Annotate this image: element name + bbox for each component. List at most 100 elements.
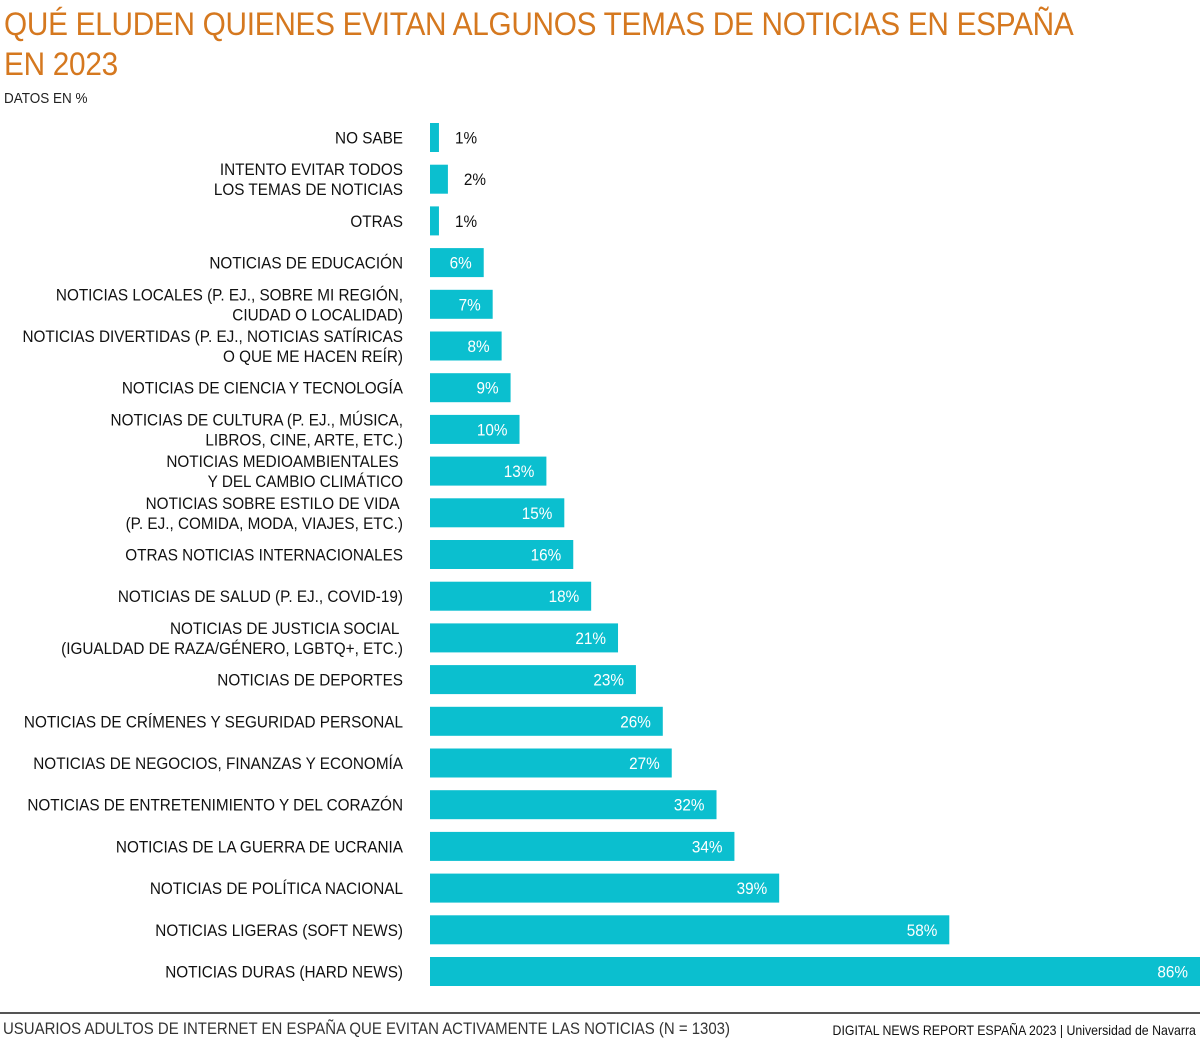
bar [430,373,511,403]
category-label-line: NOTICIAS DE DEPORTES [217,671,403,690]
category-label-line: NOTICIAS DIVERTIDAS (P. EJ., NOTICIAS SA… [23,326,404,346]
bar-group: NOTICIAS DIVERTIDAS (P. EJ., NOTICIAS SA… [23,326,502,366]
bar-group: NOTICIAS LOCALES (P. EJ., SOBRE MI REGIÓ… [56,285,493,325]
category-label-line: NOTICIAS DE EDUCACIÓN [209,253,403,273]
value-label: 7% [459,296,481,315]
category-label-line: NOTICIAS DE NEGOCIOS, FINANZAS Y ECONOMÍ… [33,753,403,773]
category-label: NOTICIAS DIVERTIDAS (P. EJ., NOTICIAS SA… [23,326,404,366]
bar-group: NOTICIAS DE LA GUERRA DE UCRANIA 34% [116,831,735,861]
bar-group: NOTICIAS DE NEGOCIOS, FINANZAS Y ECONOMÍ… [33,748,672,778]
category-label-line: NOTICIAS DE LA GUERRA DE UCRANIA [116,838,403,857]
footer-source: DIGITAL NEWS REPORT ESPAÑA 2023 | Univer… [832,1022,1196,1038]
category-label-line: (IGUALDAD DE RAZA/GÉNERO, LGBTQ+, ETC.) [61,638,403,658]
value-label: 15% [522,504,553,523]
bar [430,540,574,569]
category-label-line: NOTICIAS MEDIOAMBIENTALES [166,452,403,471]
chart-title: QUÉ ELUDEN QUIENES EVITAN ALGUNOS TEMAS … [4,6,1072,82]
category-label-line: INTENTO EVITAR TODOS [220,160,403,179]
bar-group: NOTICIAS DE POLÍTICA NACIONAL 39% [150,873,780,903]
category-label: NOTICIAS LOCALES (P. EJ., SOBRE MI REGIÓ… [56,285,403,325]
category-label: NOTICIAS DE CIENCIA Y TECNOLOGÍA [122,378,403,398]
bar [430,831,735,861]
bar-chart: NO SABE 1% INTENTO EVITAR TODOS LOS TEMAS D… [23,123,1200,986]
category-label-line: NOTICIAS DURAS (HARD NEWS) [165,963,403,982]
bar-group: NOTICIAS DE JUSTICIA SOCIAL (IGUALDAD DE… [61,619,619,658]
category-label-line: NOTICIAS SOBRE ESTILO DE VIDA [146,494,403,513]
value-label: 10% [477,421,508,440]
value-label: 58% [907,921,938,940]
value-label: 23% [593,671,624,690]
category-label: NOTICIAS DURAS (HARD NEWS) [165,963,403,982]
category-label-line: NOTICIAS DE JUSTICIA SOCIAL [170,619,403,638]
value-label: 16% [531,546,562,565]
category-label: NOTICIAS DE POLÍTICA NACIONAL [150,878,403,898]
category-label: NOTICIAS DE EDUCACIÓN [209,253,403,273]
bar [430,164,448,194]
bar-group: OTRAS NOTICIAS INTERNACIONALES 16% [125,540,574,569]
bar-group: NOTICIAS DE CULTURA (P. EJ., MÚSICA, LIBR… [111,410,520,450]
value-label: 34% [692,838,723,857]
category-label: INTENTO EVITAR TODOS LOS TEMAS DE NOTICIA… [214,160,403,199]
category-label: NOTICIAS DE CULTURA (P. EJ., MÚSICA, LIBR… [111,410,403,450]
category-label-line: Y DEL CAMBIO CLIMÁTICO [208,471,403,491]
bar-group: NOTICIAS DURAS (HARD NEWS) 86% [165,957,1200,986]
value-label: 18% [549,587,580,606]
category-label: NOTICIAS DE LA GUERRA DE UCRANIA [116,838,403,857]
bar [430,581,592,611]
bar-group: NOTICIAS DE SALUD (P. EJ., COVID-19) 18% [118,581,592,611]
bar [430,915,950,945]
bar [430,206,439,236]
category-label: NOTICIAS DE NEGOCIOS, FINANZAS Y ECONOMÍ… [33,753,403,773]
bar-group: NOTICIAS DE CRÍMENES Y SEGURIDAD PERSONA… [24,706,663,736]
bar [430,873,780,903]
bar-group: NOTICIAS DE EDUCACIÓN 6% [209,248,484,278]
category-label-line: NOTICIAS DE CRÍMENES Y SEGURIDAD PERSONA… [24,712,403,732]
bar-group: NOTICIAS DE CIENCIA Y TECNOLOGÍA 9% [122,373,511,403]
value-label: 26% [620,713,651,732]
bar-group: OTRAS 1% [350,206,477,236]
category-label: NOTICIAS DE JUSTICIA SOCIAL (IGUALDAD DE… [61,619,403,658]
bar [430,414,520,444]
bar-group: NOTICIAS SOBRE ESTILO DE VIDA (P. EJ., C… [126,494,565,533]
value-label: 2% [464,170,486,189]
bar [430,790,717,820]
bar [430,456,547,486]
category-label-line: NOTICIAS DE CULTURA (P. EJ., MÚSICA, [111,410,403,430]
footer-divider [0,1012,1200,1014]
value-label: 27% [629,754,660,773]
value-label: 8% [468,337,490,356]
value-label: 9% [476,379,498,398]
category-label-line: (P. EJ., COMIDA, MODA, VIAJES, ETC.) [126,514,403,533]
category-label: OTRAS NOTICIAS INTERNACIONALES [125,546,403,565]
category-label: NOTICIAS DE DEPORTES [217,671,403,690]
category-label-line: NOTICIAS DE CIENCIA Y TECNOLOGÍA [122,378,403,398]
category-label: NOTICIAS SOBRE ESTILO DE VIDA (P. EJ., C… [126,494,403,533]
bar [430,331,502,361]
bar [430,248,484,278]
bar [430,665,636,695]
bar-group: NOTICIAS LIGERAS (SOFT NEWS) 58% [155,915,950,945]
bar-group: NO SABE 1% [335,123,477,152]
category-label-line: NOTICIAS LIGERAS (SOFT NEWS) [155,921,403,940]
category-label: NOTICIAS LIGERAS (SOFT NEWS) [155,921,403,940]
bar [430,748,672,778]
category-label-line: LOS TEMAS DE NOTICIAS [214,180,403,199]
value-label: 6% [450,254,472,273]
value-label: 1% [455,212,477,231]
category-label-line: NOTICIAS DE POLÍTICA NACIONAL [150,878,403,898]
category-label-line: O QUE ME HACEN REÍR) [223,346,403,366]
category-label-line: NOTICIAS DE SALUD (P. EJ., COVID-19) [118,587,403,606]
category-label-line: NOTICIAS LOCALES (P. EJ., SOBRE MI REGIÓ… [56,285,403,305]
bar [430,623,619,653]
bar [430,289,493,319]
bar-group: NOTICIAS DE DEPORTES 23% [217,665,636,695]
category-label-line: LIBROS, CINE, ARTE, ETC.) [205,431,403,450]
bar-group: NOTICIAS DE ENTRETENIMIENTO Y DEL CORAZÓ… [27,790,717,820]
category-label: NOTICIAS MEDIOAMBIENTALES Y DEL CAMBIO C… [166,452,403,491]
bar-group: INTENTO EVITAR TODOS LOS TEMAS DE NOTICIA… [214,160,486,199]
chart-subtitle: DATOS EN % [4,90,88,107]
value-label: 86% [1157,963,1188,982]
bar [430,957,1200,986]
bar [430,123,439,152]
category-label-line: CIUDAD O LOCALIDAD) [232,306,403,325]
